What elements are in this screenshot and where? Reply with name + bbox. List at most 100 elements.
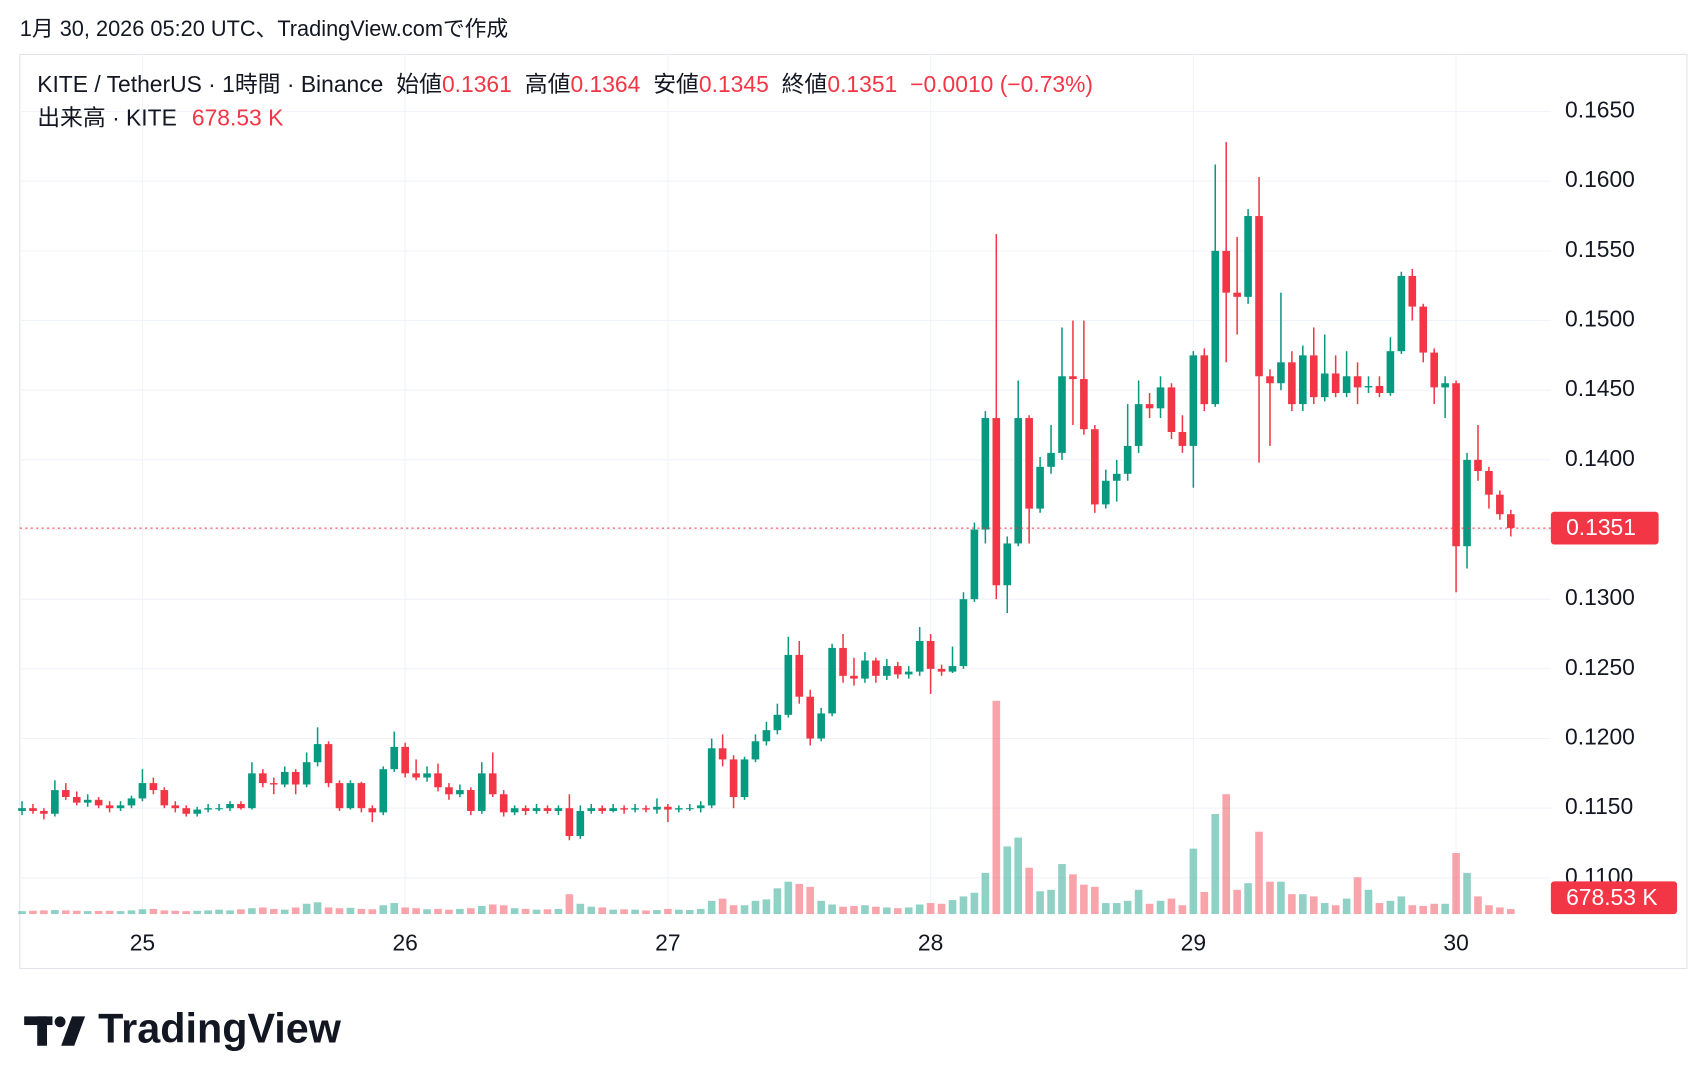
candle-body [1309, 355, 1318, 398]
volume-bar [883, 907, 891, 915]
caption: 1月 30, 2026 05:20 UTC、TradingView.comで作成 [20, 16, 508, 41]
candle-body [1211, 250, 1220, 405]
volume-bar [1200, 892, 1209, 915]
volume [18, 700, 1515, 915]
volume-bar [1320, 903, 1329, 915]
volume-bar [718, 898, 727, 915]
candle-body [609, 808, 617, 811]
volume-bar [488, 904, 497, 915]
volume-bar [368, 909, 377, 915]
candle-body [1080, 379, 1088, 430]
candle-body [981, 418, 990, 530]
candle-body [94, 799, 103, 806]
volume-bar [1309, 896, 1318, 915]
candles [18, 142, 1515, 841]
volume-bar [926, 903, 935, 915]
legend: KITE / TetherUS · 1時間 · Binance 始値0.1361… [37, 71, 1093, 97]
candle-body [193, 809, 201, 814]
volume-tag [1550, 881, 1678, 915]
volume-bar [18, 911, 26, 915]
candle-body [324, 744, 333, 784]
candle-body [61, 790, 70, 798]
candle-body [904, 671, 913, 675]
volume-bar [675, 909, 683, 915]
volume-bar [149, 908, 158, 915]
candle-body [291, 771, 300, 785]
volume-bar [685, 910, 694, 915]
candle-body [696, 805, 705, 809]
candle-body [368, 808, 377, 813]
candle-body [1299, 355, 1307, 405]
ohlc-label: 始値 [396, 71, 442, 97]
candle-body [477, 773, 486, 811]
candle-body [959, 599, 968, 667]
candle-body [751, 741, 760, 760]
candle-body [346, 783, 355, 809]
candle-body [806, 696, 815, 739]
volume-bar [1145, 903, 1154, 915]
candle-body [675, 808, 683, 810]
volume-bar [828, 904, 836, 915]
candle-body [1364, 386, 1373, 388]
candle-body [762, 730, 771, 742]
last-price-tag [1550, 511, 1659, 545]
candle-body [269, 783, 278, 785]
candle-body [1408, 275, 1417, 307]
candle-body [729, 759, 738, 798]
volume-bar [467, 908, 475, 915]
volume-bar [1156, 900, 1165, 915]
last-price-label: 0.1351 [1566, 514, 1636, 540]
volume-bar [1463, 872, 1471, 915]
candle-body [707, 748, 716, 806]
volume-bar [302, 903, 311, 915]
candle-body [1244, 216, 1252, 297]
candle-body [872, 660, 880, 676]
candle-body [587, 808, 596, 811]
candle-body [1112, 473, 1121, 481]
volume-bar [981, 872, 990, 915]
volume-bar [456, 908, 464, 915]
candle-body [127, 798, 136, 806]
candle-body [1145, 404, 1154, 409]
candle-body [1134, 404, 1143, 446]
candle-body [631, 808, 639, 810]
volume-bar [138, 909, 147, 915]
candle-body [379, 769, 388, 813]
volume-bar [565, 894, 574, 915]
volume-bar [1288, 894, 1296, 915]
candle-body [970, 529, 979, 600]
volume-bar [193, 910, 201, 915]
candle-body [532, 808, 541, 811]
candle-body [861, 660, 869, 679]
candle-body [116, 805, 125, 809]
volume-bar [1069, 874, 1077, 915]
candle-body [850, 675, 858, 679]
volume-bar [521, 908, 530, 915]
volume-bar [959, 896, 968, 915]
ohlc-value: 0.1361 [442, 71, 512, 97]
candle-body [1123, 445, 1132, 474]
candle-body [83, 799, 92, 803]
candle-body [926, 640, 935, 669]
volume-bar [269, 908, 278, 915]
candle-body [1047, 452, 1055, 467]
brand: TradingView [98, 1006, 342, 1052]
volume-bar [237, 909, 245, 915]
candle-body [499, 794, 508, 813]
volume-bar [1003, 846, 1012, 915]
candle-body [138, 783, 147, 799]
volume-bar [839, 906, 847, 915]
candle-body [828, 647, 836, 714]
volume-bar [1474, 896, 1482, 915]
candle-body [1101, 480, 1110, 505]
volume-bar [642, 910, 650, 915]
y-tick-label: 0.1500 [1565, 306, 1635, 332]
candle-body [1419, 306, 1428, 353]
volume-bar [445, 909, 453, 915]
volume-bar [609, 909, 617, 915]
candle-body [313, 744, 322, 763]
candle-body [685, 808, 694, 810]
candle-body [248, 773, 256, 809]
volume-bar [1091, 886, 1099, 915]
volume-bar [729, 905, 738, 915]
